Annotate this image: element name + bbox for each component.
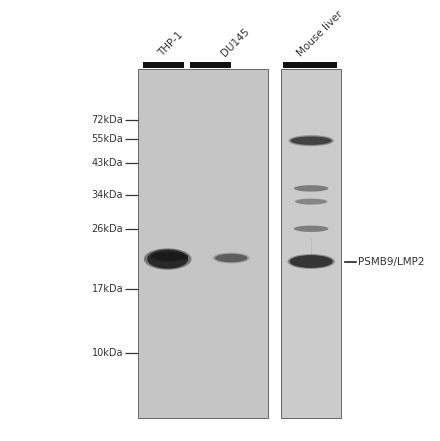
- Bar: [281, 69, 341, 418]
- Ellipse shape: [287, 254, 335, 269]
- Text: 26kDa: 26kDa: [92, 224, 123, 235]
- Bar: [138, 69, 268, 418]
- Ellipse shape: [289, 135, 334, 146]
- Ellipse shape: [151, 252, 188, 261]
- Text: 72kDa: 72kDa: [92, 115, 123, 125]
- Ellipse shape: [294, 185, 328, 191]
- Text: 43kDa: 43kDa: [92, 158, 123, 168]
- Text: 55kDa: 55kDa: [92, 134, 123, 144]
- Bar: [143, 63, 183, 68]
- Ellipse shape: [147, 250, 188, 269]
- Text: Mouse liver: Mouse liver: [295, 9, 345, 59]
- Ellipse shape: [291, 136, 332, 145]
- Bar: [190, 63, 231, 68]
- Bar: [283, 63, 337, 68]
- Text: PSMB9/LMP2: PSMB9/LMP2: [358, 257, 424, 266]
- Ellipse shape: [213, 253, 249, 263]
- Text: THP-1: THP-1: [156, 30, 185, 59]
- Ellipse shape: [294, 225, 328, 232]
- Text: 17kDa: 17kDa: [92, 284, 123, 294]
- Ellipse shape: [215, 254, 247, 262]
- Text: DU145: DU145: [220, 26, 252, 59]
- Text: 10kDa: 10kDa: [92, 348, 123, 358]
- Ellipse shape: [290, 255, 333, 268]
- Ellipse shape: [144, 248, 191, 270]
- Ellipse shape: [295, 198, 327, 205]
- Text: 34kDa: 34kDa: [92, 190, 123, 200]
